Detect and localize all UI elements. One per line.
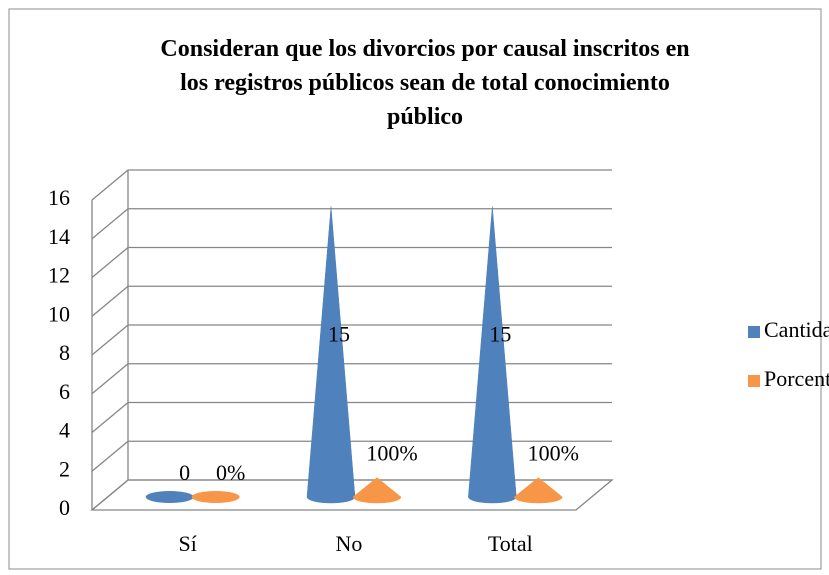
x-tick-label: Sí [178,531,196,556]
y-tick-label: 2 [59,456,70,481]
y-tick-label: 8 [59,340,70,365]
chart-border [8,8,822,570]
legend-swatch [748,326,760,338]
cone [145,491,194,503]
y-tick-label: 10 [48,301,70,326]
legend-label: Cantidad [764,317,829,342]
legend-label: Porcentaje [764,366,829,391]
grid-line [91,479,612,511]
y-tick-label: 12 [48,263,70,288]
cone [191,491,240,503]
y-tick-label: 16 [48,185,70,210]
grid-line [91,440,612,472]
y-tick-label: 14 [48,224,70,249]
grid-line [91,285,612,317]
data-label: 0 [179,460,190,485]
x-tick-label: No [336,531,363,556]
grid-line [91,169,612,201]
chart-title: Consideran que los divorcios por causal … [160,36,689,130]
grid-line [91,208,612,240]
grid-line [91,363,612,395]
cone [352,477,402,504]
legend-swatch [748,375,760,387]
data-label: 15 [489,322,511,347]
grid-line [91,324,612,356]
x-tick-label: Total [488,531,533,556]
data-label: 100% [366,441,417,466]
cone [514,477,563,504]
y-tick-label: 4 [59,418,70,443]
data-label: 0% [216,460,245,485]
grid-line [91,401,612,433]
grid-line [91,246,612,278]
y-tick-label: 0 [59,495,70,520]
y-tick-label: 6 [59,379,70,404]
data-label: 15 [328,322,350,347]
data-label: 100% [528,441,579,466]
